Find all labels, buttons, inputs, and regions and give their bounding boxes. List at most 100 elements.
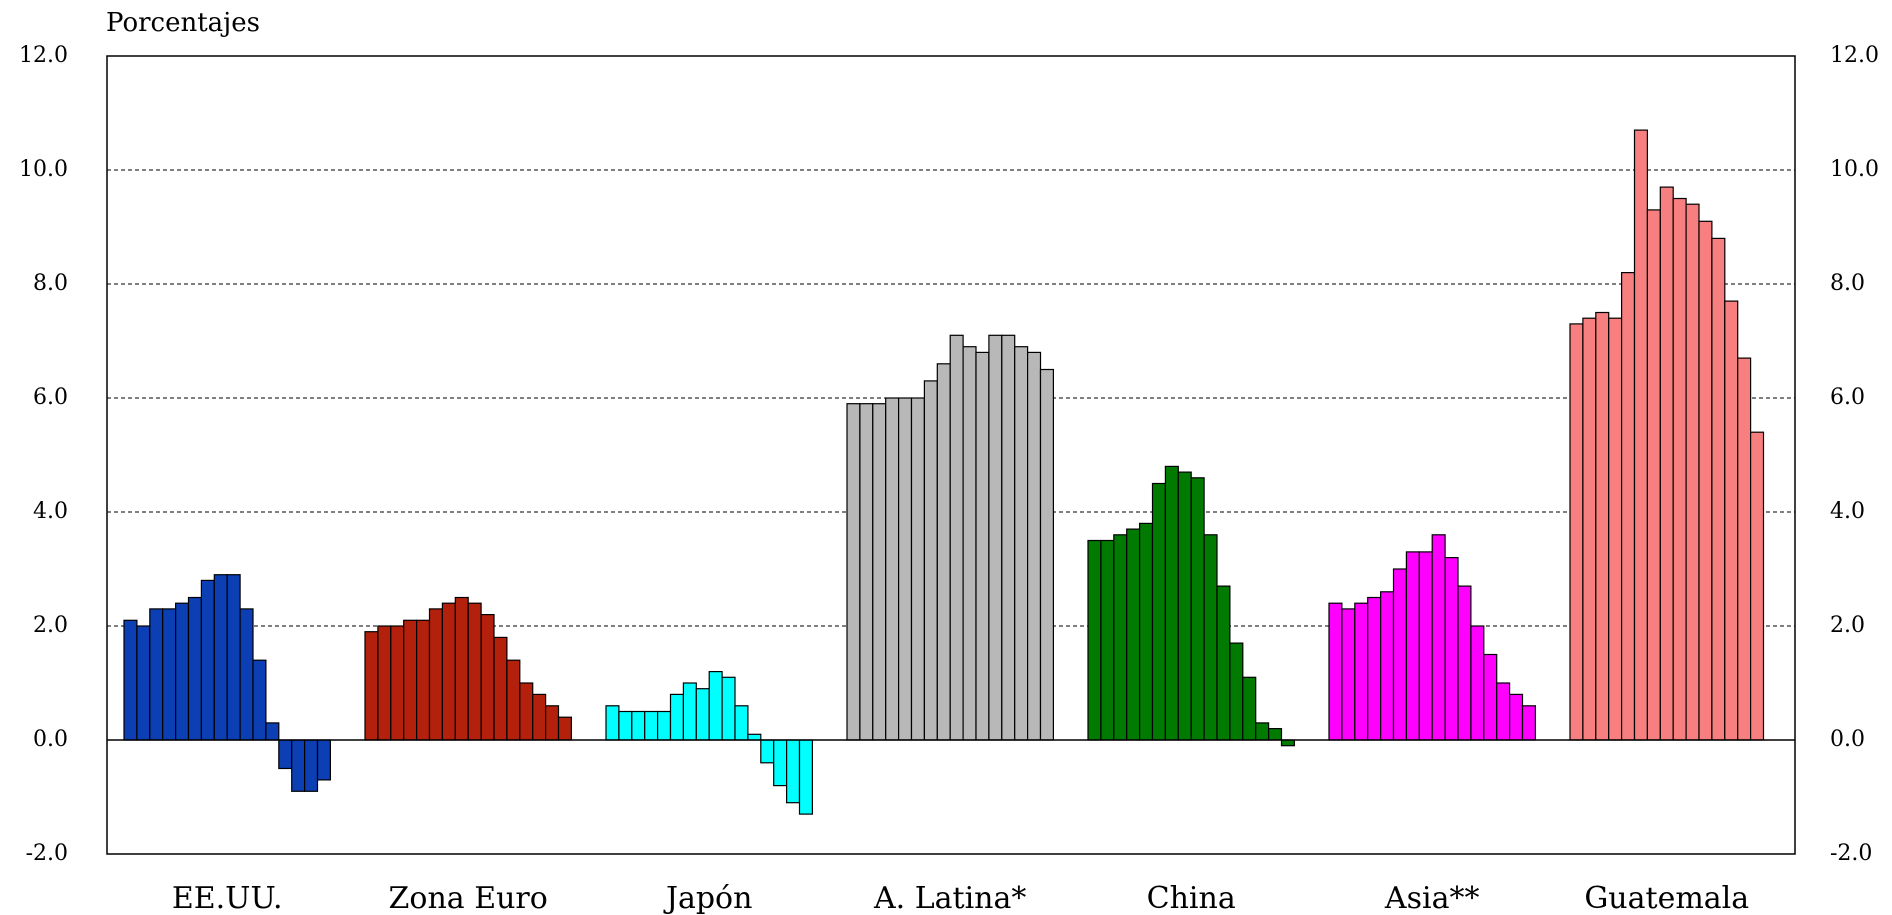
bar xyxy=(949,334,964,741)
x-category-label: A. Latina* xyxy=(873,881,1026,915)
bar xyxy=(1711,237,1726,741)
x-category-label: Zona Euro xyxy=(389,881,548,915)
bar xyxy=(962,346,977,741)
bar xyxy=(1367,596,1382,741)
x-category-label: Asia** xyxy=(1384,881,1480,915)
bar xyxy=(316,739,331,781)
bar xyxy=(872,403,887,741)
bar xyxy=(1100,539,1115,741)
bar xyxy=(1470,625,1485,741)
bar xyxy=(897,397,913,741)
bar xyxy=(1633,129,1648,741)
bar xyxy=(175,602,190,741)
y2-tick-label: 6.0 xyxy=(1830,385,1865,410)
y-tick-label: 2.0 xyxy=(33,613,68,638)
bar xyxy=(278,739,293,770)
bar xyxy=(239,608,254,741)
bar xyxy=(1698,220,1713,741)
bar xyxy=(544,705,560,741)
bar xyxy=(1087,539,1102,741)
bar xyxy=(1737,357,1752,741)
bar xyxy=(252,659,267,741)
bar xyxy=(656,710,672,741)
bar xyxy=(1457,585,1472,741)
y-tick-label: 10.0 xyxy=(19,157,68,182)
bar xyxy=(988,334,1003,741)
bar xyxy=(1646,209,1661,741)
bar xyxy=(557,716,572,741)
bar xyxy=(136,625,151,741)
y-tick-label: 0.0 xyxy=(33,727,68,752)
bar xyxy=(1595,311,1610,741)
y-tick-label: 8.0 xyxy=(33,271,68,296)
bar xyxy=(618,710,633,741)
bar xyxy=(532,693,547,741)
bar xyxy=(428,608,443,741)
bar xyxy=(1749,431,1765,741)
bar xyxy=(416,619,431,741)
bar xyxy=(798,739,813,815)
bar xyxy=(1483,653,1498,741)
x-category-label: Japón xyxy=(663,881,753,915)
bar xyxy=(1685,203,1700,741)
bar xyxy=(605,705,620,741)
bar xyxy=(682,682,697,741)
bar xyxy=(519,682,534,741)
bar xyxy=(1001,334,1016,741)
bar xyxy=(644,710,659,741)
bar xyxy=(1521,705,1536,741)
bar xyxy=(773,739,788,787)
bar xyxy=(1620,272,1636,741)
bar xyxy=(1659,186,1674,741)
bar xyxy=(721,676,736,741)
bar xyxy=(493,636,508,741)
bar xyxy=(1126,528,1141,741)
bar xyxy=(1431,534,1446,741)
bar xyxy=(1444,556,1459,741)
bar xyxy=(708,670,723,741)
bar xyxy=(975,351,990,741)
bar xyxy=(1341,608,1356,741)
bar xyxy=(1608,317,1623,741)
bar xyxy=(1177,471,1192,741)
bar xyxy=(1151,482,1166,741)
bar xyxy=(669,693,684,741)
bar xyxy=(506,659,521,741)
y2-tick-label: 0.0 xyxy=(1830,727,1865,752)
bar xyxy=(1138,522,1154,741)
bar xyxy=(695,688,710,741)
y2-tick-label: 8.0 xyxy=(1830,271,1865,296)
bar xyxy=(1267,727,1283,741)
bar xyxy=(1379,591,1395,741)
bar xyxy=(441,602,456,741)
x-category-label: China xyxy=(1147,881,1236,915)
bar xyxy=(265,722,280,741)
y2-tick-label: -2.0 xyxy=(1830,841,1872,866)
bar xyxy=(785,739,801,804)
bar xyxy=(364,631,379,741)
bar xyxy=(910,397,925,741)
bar xyxy=(480,613,495,741)
y-tick-label: -2.0 xyxy=(26,841,68,866)
bar xyxy=(1026,351,1042,741)
bar xyxy=(885,397,900,741)
bar xyxy=(1280,739,1295,747)
bar xyxy=(734,705,749,741)
x-category-label: Guatemala xyxy=(1584,881,1749,915)
bar xyxy=(747,733,762,741)
bar xyxy=(1418,551,1433,741)
bar xyxy=(1672,197,1687,741)
bar xyxy=(390,625,405,741)
bar xyxy=(403,619,418,741)
bar xyxy=(1392,568,1407,741)
bar xyxy=(187,596,202,741)
bar xyxy=(454,596,469,741)
bar xyxy=(846,403,861,741)
bar xyxy=(1405,551,1420,741)
bar xyxy=(1216,585,1231,741)
y-tick-label: 4.0 xyxy=(33,499,68,524)
bar xyxy=(149,608,164,741)
bar xyxy=(1014,346,1029,741)
bar xyxy=(1164,465,1179,741)
bar xyxy=(936,363,951,741)
